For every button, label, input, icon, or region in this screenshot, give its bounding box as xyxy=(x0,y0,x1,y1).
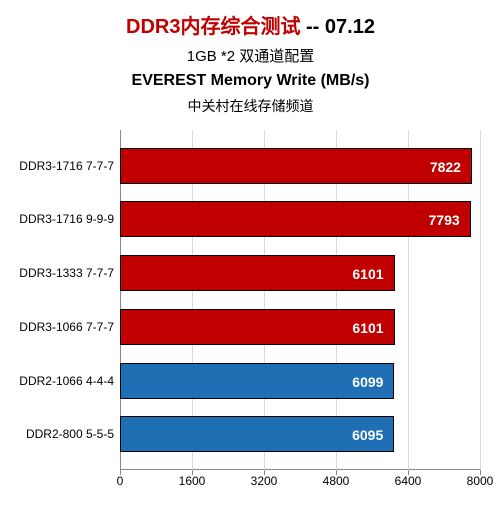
bar-value-label: 6101 xyxy=(121,310,394,346)
bar: 6101 xyxy=(120,255,395,291)
chart-title-sep: -- xyxy=(300,16,324,38)
x-tick-label: 6400 xyxy=(395,474,422,488)
chart-subtitle-source: 中关村在线存储频道 xyxy=(0,96,501,116)
title-block: DDR3内存综合测试 -- 07.12 xyxy=(0,10,501,39)
x-tick-label: 3200 xyxy=(251,474,278,488)
chart-title-date: 07.12 xyxy=(325,16,375,38)
x-tick-label: 4800 xyxy=(323,474,350,488)
x-axis-line xyxy=(120,469,480,470)
category-label: DDR3-1716 7-7-7 xyxy=(0,148,114,184)
category-label: DDR3-1716 9-9-9 xyxy=(0,201,114,237)
category-label: DDR2-1066 4-4-4 xyxy=(0,363,114,399)
chart-subtitle-metric: EVEREST Memory Write (MB/s) xyxy=(0,72,501,90)
bar: 6101 xyxy=(120,309,395,345)
x-tick-label: 0 xyxy=(117,474,124,488)
bar-value-label: 7793 xyxy=(121,202,470,238)
bar-value-label: 6099 xyxy=(121,364,393,400)
chart-container: DDR3内存综合测试 -- 07.12 1GB *2 双通道配置 EVEREST… xyxy=(0,0,501,515)
bar-value-label: 6095 xyxy=(121,417,393,453)
plot-area: 0160032004800640080007822DDR3-1716 7-7-7… xyxy=(120,130,480,470)
bar: 6099 xyxy=(120,363,394,399)
chart-title-main: DDR3内存综合测试 xyxy=(126,16,300,38)
bar-value-label: 6101 xyxy=(121,256,394,292)
category-label: DDR2-800 5-5-5 xyxy=(0,416,114,452)
category-label: DDR3-1333 7-7-7 xyxy=(0,255,114,291)
x-tick-label: 8000 xyxy=(467,474,494,488)
x-tick-label: 1600 xyxy=(179,474,206,488)
chart-subtitle-config: 1GB *2 双通道配置 xyxy=(0,45,501,66)
bar: 7793 xyxy=(120,201,471,237)
bar-value-label: 7822 xyxy=(121,149,471,185)
bar: 6095 xyxy=(120,416,394,452)
category-label: DDR3-1066 7-7-7 xyxy=(0,309,114,345)
bar: 7822 xyxy=(120,148,472,184)
gridline xyxy=(480,130,481,470)
